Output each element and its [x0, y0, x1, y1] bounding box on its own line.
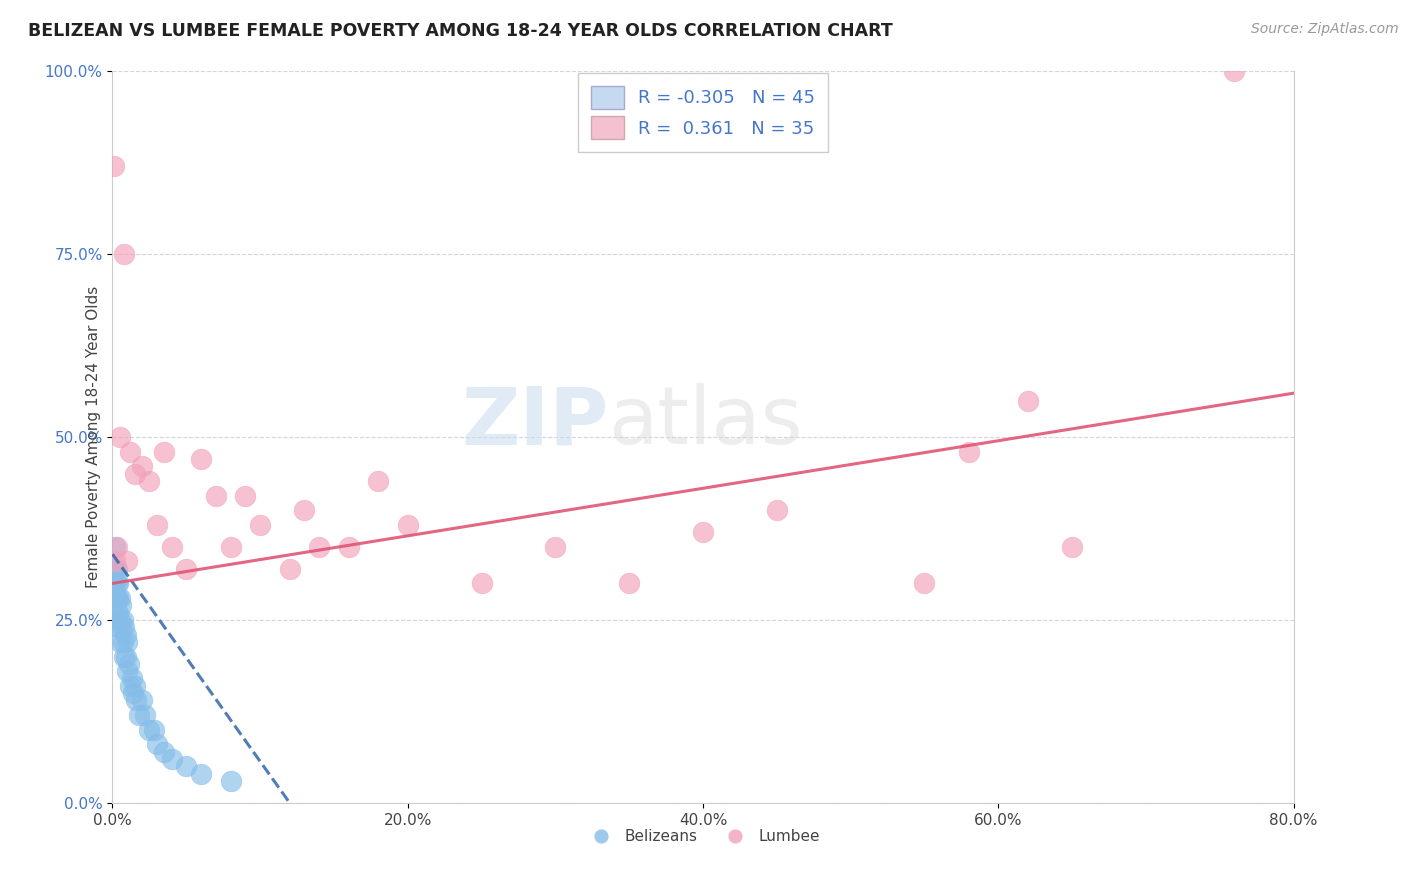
Point — [160, 752, 183, 766]
Point — [470, 576, 494, 591]
Point — [138, 474, 160, 488]
Point — [128, 708, 150, 723]
Text: BELIZEAN VS LUMBEE FEMALE POVERTY AMONG 18-24 YEAR OLDS CORRELATION CHART: BELIZEAN VS LUMBEE FEMALE POVERTY AMONG … — [28, 22, 893, 40]
Point — [117, 664, 138, 678]
Point — [107, 606, 129, 620]
Point — [174, 759, 197, 773]
Point — [190, 766, 212, 780]
Point — [105, 606, 128, 620]
Point — [105, 591, 128, 605]
Point — [110, 599, 132, 613]
Point — [112, 247, 135, 261]
Point — [153, 745, 176, 759]
Point — [278, 562, 301, 576]
Point — [108, 591, 131, 605]
Point — [396, 517, 419, 532]
Point — [190, 452, 212, 467]
Point — [125, 693, 148, 707]
Point — [104, 554, 127, 568]
Point — [766, 503, 789, 517]
Y-axis label: Female Poverty Among 18-24 Year Olds: Female Poverty Among 18-24 Year Olds — [86, 286, 101, 588]
Point — [114, 627, 136, 641]
Point — [131, 459, 153, 474]
Point — [146, 517, 169, 532]
Point — [1017, 393, 1039, 408]
Point — [103, 562, 125, 576]
Point — [108, 430, 131, 444]
Point — [957, 444, 980, 458]
Point — [107, 576, 129, 591]
Text: atlas: atlas — [609, 384, 803, 461]
Point — [108, 635, 131, 649]
Point — [138, 723, 160, 737]
Point — [110, 620, 132, 634]
Point — [121, 672, 143, 686]
Point — [292, 503, 315, 517]
Point — [619, 576, 641, 591]
Point — [367, 474, 389, 488]
Point — [205, 489, 228, 503]
Point — [153, 444, 176, 458]
Point — [1062, 540, 1084, 554]
Point — [108, 613, 131, 627]
Point — [249, 517, 271, 532]
Point — [219, 540, 242, 554]
Point — [120, 679, 142, 693]
Point — [103, 576, 125, 591]
Legend: Belizeans, Lumbee: Belizeans, Lumbee — [581, 822, 825, 850]
Point — [103, 160, 125, 174]
Point — [112, 620, 135, 634]
Point — [142, 723, 165, 737]
Point — [105, 576, 128, 591]
Point — [114, 649, 136, 664]
Point — [233, 489, 256, 503]
Point — [111, 613, 134, 627]
Point — [105, 540, 128, 554]
Point — [308, 540, 330, 554]
Point — [219, 773, 242, 788]
Point — [544, 540, 567, 554]
Point — [118, 657, 141, 671]
Point — [120, 444, 142, 458]
Point — [104, 540, 127, 554]
Point — [914, 576, 936, 591]
Point — [174, 562, 197, 576]
Point — [131, 693, 153, 707]
Point — [104, 576, 127, 591]
Point — [337, 540, 360, 554]
Point — [105, 562, 128, 576]
Point — [111, 635, 134, 649]
Point — [1223, 64, 1246, 78]
Text: Source: ZipAtlas.com: Source: ZipAtlas.com — [1251, 22, 1399, 37]
Text: ZIP: ZIP — [461, 384, 609, 461]
Point — [124, 467, 146, 481]
Point — [104, 562, 127, 576]
Point — [122, 686, 145, 700]
Point — [117, 635, 138, 649]
Point — [692, 525, 714, 540]
Point — [112, 649, 135, 664]
Point — [107, 591, 129, 605]
Point — [103, 613, 125, 627]
Point — [124, 679, 146, 693]
Point — [107, 620, 129, 634]
Point — [134, 708, 156, 723]
Point — [104, 591, 127, 605]
Point — [117, 554, 138, 568]
Point — [160, 540, 183, 554]
Point — [146, 737, 169, 751]
